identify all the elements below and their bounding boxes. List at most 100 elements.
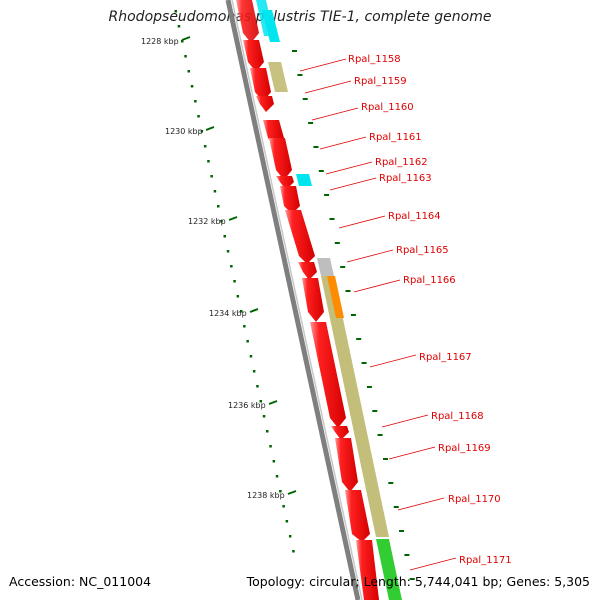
track-dot xyxy=(282,505,285,508)
gene-label[interactable]: Rpal_1162 xyxy=(375,157,428,168)
track-dot xyxy=(288,535,292,538)
tick-mark xyxy=(268,400,278,405)
track-dash xyxy=(361,362,367,364)
track-dash xyxy=(409,578,415,580)
leader-line xyxy=(311,107,359,121)
track-dot xyxy=(266,430,269,433)
gene-label[interactable]: Rpal_1160 xyxy=(361,102,414,113)
track-dot xyxy=(187,70,190,73)
tick-label: 1232 kbp xyxy=(188,217,226,226)
genome-summary-text: Topology: circular; Length: 5,744,041 bp… xyxy=(246,574,590,589)
track-dot xyxy=(217,205,220,208)
track-dash xyxy=(383,458,388,460)
leader-line xyxy=(353,279,401,293)
track-dot xyxy=(246,340,249,343)
track-dash xyxy=(318,170,324,172)
track-dash xyxy=(340,266,346,268)
cds-arrow xyxy=(302,278,324,322)
track-dot xyxy=(181,40,184,43)
tick-mark xyxy=(249,308,259,313)
khaki-feature xyxy=(268,62,288,92)
tick-mark xyxy=(287,490,297,495)
track-dot xyxy=(292,550,295,553)
dotted-track xyxy=(174,10,415,580)
track-dot xyxy=(194,100,197,103)
leader-line xyxy=(369,354,417,368)
track-dot xyxy=(226,250,230,253)
track-dot xyxy=(236,295,240,298)
track-dash xyxy=(308,122,314,124)
track-dot xyxy=(243,325,246,328)
track-dot xyxy=(249,355,253,358)
track-dash xyxy=(372,410,378,412)
track-dash xyxy=(292,50,297,52)
leader-line xyxy=(299,58,347,72)
gene-label[interactable]: Rpal_1163 xyxy=(379,173,432,184)
scale-ticks: 1228 kbp 1230 kbp 1232 kbp 1234 kbp 1236… xyxy=(141,36,297,500)
feature-track xyxy=(256,0,402,600)
track-dot xyxy=(220,220,223,223)
map-title: Rhodopseudomonas palustris TIE-1, comple… xyxy=(108,9,492,25)
label-leaders xyxy=(299,58,457,571)
gene-label[interactable]: Rpal_1158 xyxy=(348,54,401,65)
cds-arrow xyxy=(243,40,264,72)
cds-arrow xyxy=(298,262,317,280)
gene-label[interactable]: Rpal_1170 xyxy=(448,494,501,505)
genome-backbone-shadow xyxy=(231,0,363,600)
tick-mark xyxy=(228,216,238,221)
leader-line xyxy=(304,80,352,94)
gene-label[interactable]: Rpal_1159 xyxy=(354,76,407,87)
cds-arrow xyxy=(250,68,271,102)
leader-line xyxy=(388,446,436,460)
gene-label[interactable]: Rpal_1166 xyxy=(403,275,456,286)
gene-label[interactable]: Rpal_1167 xyxy=(419,352,472,363)
orange-feature xyxy=(327,276,344,318)
gene-label[interactable]: Rpal_1171 xyxy=(459,555,512,566)
gene-label[interactable]: Rpal_1168 xyxy=(431,411,484,422)
leader-line xyxy=(325,161,373,175)
gene-label[interactable]: Rpal_1169 xyxy=(438,443,491,454)
track-dot xyxy=(210,175,213,178)
track-dot xyxy=(285,520,289,523)
tick-label: 1230 kbp xyxy=(165,127,203,136)
gene-label[interactable]: Rpal_1161 xyxy=(369,132,422,143)
track-dot xyxy=(184,55,187,58)
tick-label: 1238 kbp xyxy=(247,491,285,500)
leader-line xyxy=(381,414,429,428)
gene-labels: Rpal_1158 Rpal_1159 Rpal_1160 Rpal_1161 … xyxy=(348,54,512,566)
leader-line xyxy=(319,136,367,150)
track-dot xyxy=(275,475,279,478)
cds-arrow xyxy=(236,0,259,43)
track-dash xyxy=(356,338,362,340)
track-dot xyxy=(200,130,204,133)
track-dash xyxy=(393,506,399,508)
leader-line xyxy=(338,215,386,229)
track-dot xyxy=(177,25,181,28)
cds-arrow xyxy=(280,186,300,214)
gene-label[interactable]: Rpal_1164 xyxy=(388,211,441,222)
genome-backbone xyxy=(225,0,361,600)
track-dot xyxy=(213,190,217,193)
cds-arrow xyxy=(269,138,292,180)
track-dash xyxy=(350,314,356,316)
cyan-feature xyxy=(262,10,280,42)
cds-arrow xyxy=(345,490,370,542)
track-dash xyxy=(377,434,383,436)
track-dot xyxy=(269,445,272,448)
gene-label[interactable]: Rpal_1165 xyxy=(396,245,449,256)
leader-line xyxy=(409,557,457,571)
track-dot xyxy=(259,400,262,403)
tick-mark xyxy=(181,36,191,41)
track-dash xyxy=(399,530,404,532)
tick-label: 1228 kbp xyxy=(141,37,179,46)
gray-feature xyxy=(317,258,334,276)
cds-track xyxy=(236,0,379,600)
tick-mark xyxy=(205,126,215,131)
cds-arrow xyxy=(335,438,358,492)
track-dash xyxy=(366,386,372,388)
track-dash xyxy=(329,218,335,220)
cyan-feature xyxy=(296,174,312,186)
track-dash xyxy=(334,242,340,244)
track-dot xyxy=(279,490,282,493)
